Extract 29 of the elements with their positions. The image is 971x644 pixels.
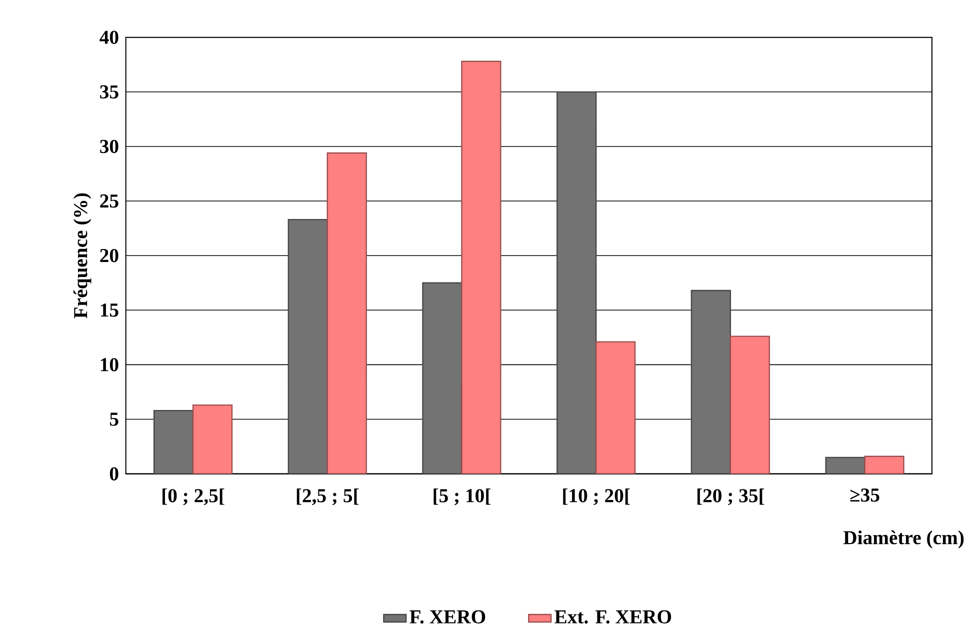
- y-tick-label: 10: [100, 358, 118, 372]
- y-tick-label: 25: [100, 194, 118, 208]
- x-tick-label: [10 ; 20[: [563, 488, 630, 506]
- legend-label: Ext. F. XERO: [554, 610, 672, 624]
- bar: [153, 410, 194, 474]
- x-tick-label: [0 ; 2,5[: [162, 488, 224, 506]
- bar: [326, 152, 367, 474]
- bar: [556, 91, 597, 474]
- bar: [422, 282, 462, 474]
- bar: [192, 404, 233, 474]
- y-tick-label: 0: [110, 467, 118, 480]
- x-tick-label: [20 ; 35[: [697, 488, 764, 506]
- legend-label: F. XERO: [410, 610, 486, 624]
- y-tick-label: 35: [100, 85, 118, 99]
- bar: [690, 290, 732, 474]
- y-tick-label: 30: [100, 140, 118, 154]
- x-tick-label: ≥35: [850, 488, 880, 502]
- y-axis-title: Fréquence (%): [73, 193, 92, 318]
- y-tick-label: 5: [110, 412, 118, 426]
- bar: [730, 336, 770, 474]
- y-tick-label: 20: [100, 249, 118, 262]
- x-tick-label: [2,5 ; 5[: [296, 488, 359, 506]
- x-tick-label: [5 ; 10[: [434, 488, 490, 506]
- bar: [288, 219, 328, 474]
- bar: [461, 60, 502, 474]
- y-tick-label: 40: [100, 30, 118, 44]
- y-tick-label: 15: [100, 304, 118, 317]
- bar: [595, 341, 636, 474]
- x-axis-title: Diamètre (cm): [843, 530, 964, 548]
